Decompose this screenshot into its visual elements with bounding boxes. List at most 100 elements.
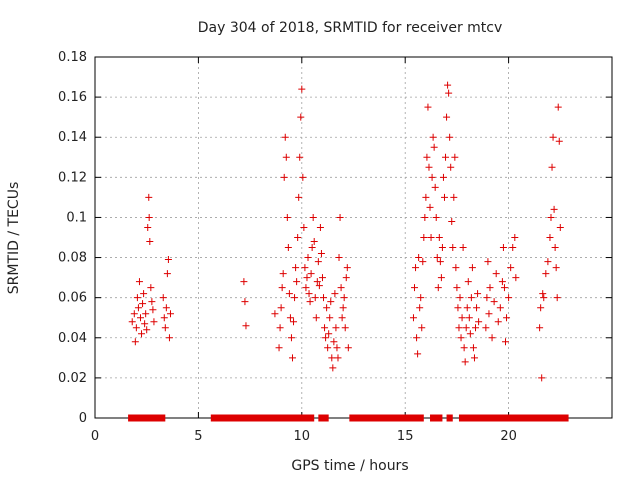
data-point — [286, 314, 294, 322]
data-point — [298, 85, 306, 93]
data-point — [458, 314, 466, 322]
data-point — [280, 173, 288, 181]
data-point — [310, 238, 318, 246]
data-point — [422, 193, 430, 201]
data-point — [278, 284, 286, 292]
data-point — [450, 193, 458, 201]
data-point — [461, 358, 469, 366]
data-point — [300, 223, 308, 231]
data-point — [148, 298, 156, 306]
data-point — [335, 254, 343, 262]
data-point — [336, 213, 344, 221]
data-point — [553, 294, 561, 302]
data-point — [271, 310, 279, 318]
y-tick-label: 0.18 — [58, 50, 87, 65]
data-point — [288, 354, 296, 362]
data-point — [134, 304, 142, 312]
data-point — [275, 344, 283, 352]
data-point — [554, 103, 562, 111]
data-point — [299, 173, 307, 181]
data-point — [309, 213, 317, 221]
data-point — [467, 294, 475, 302]
data-point — [302, 284, 310, 292]
data-point — [328, 354, 336, 362]
data-point — [290, 318, 298, 326]
x-tick-label: 0 — [91, 429, 99, 444]
data-point — [417, 294, 425, 302]
data-point — [307, 270, 315, 278]
data-point — [240, 278, 248, 286]
data-point — [341, 324, 349, 332]
data-point — [537, 304, 545, 312]
data-point — [277, 304, 285, 312]
data-point — [430, 143, 438, 151]
data-point — [546, 234, 554, 241]
y-tick-label: 0.14 — [58, 130, 87, 145]
axis-ticks — [94, 56, 612, 419]
data-point — [484, 258, 492, 266]
data-point — [165, 334, 173, 342]
data-point — [276, 324, 284, 332]
data-point — [411, 284, 419, 292]
data-point — [505, 294, 513, 302]
x-tick-label: 20 — [500, 429, 517, 444]
data-point — [482, 324, 490, 332]
data-point — [498, 278, 506, 286]
data-point — [538, 374, 546, 382]
plot-frame — [94, 56, 613, 419]
data-point — [432, 213, 440, 221]
data-point — [142, 310, 150, 318]
data-point — [465, 314, 473, 322]
data-point — [283, 213, 291, 221]
data-point — [291, 294, 299, 302]
y-tick-label: 0.08 — [58, 251, 87, 266]
data-point — [329, 364, 337, 372]
data-point — [547, 213, 555, 221]
data-point — [474, 290, 482, 298]
data-point — [490, 298, 498, 306]
data-point — [128, 318, 136, 326]
data-point — [147, 284, 155, 292]
data-point — [459, 244, 467, 252]
data-point — [304, 254, 312, 262]
data-point — [145, 193, 153, 201]
y-tick-label: 0.04 — [58, 331, 87, 346]
data-point — [327, 298, 335, 306]
data-point — [426, 203, 434, 211]
data-point — [339, 304, 347, 312]
data-point — [131, 338, 139, 346]
data-point — [340, 294, 348, 302]
data-point — [297, 113, 305, 121]
data-point — [468, 264, 476, 272]
data-point — [415, 254, 423, 262]
data-point — [333, 344, 341, 352]
data-point — [551, 244, 559, 252]
data-point — [162, 304, 170, 312]
y-tick-labels: 0 0.02 0.04 0.06 0.08 0.1 0.12 0.14 0.16 0.18 — [58, 50, 87, 426]
data-point — [421, 213, 429, 221]
data-point — [550, 205, 558, 213]
x-tick-labels: 0 5 10 15 20 — [91, 429, 517, 444]
data-point — [460, 344, 468, 352]
data-point — [439, 173, 447, 181]
data-point — [146, 238, 154, 246]
y-tick-label: 0.12 — [58, 170, 87, 185]
data-point — [321, 324, 329, 332]
data-point — [138, 330, 146, 338]
data-point — [301, 264, 309, 272]
data-point — [132, 324, 140, 332]
data-point — [512, 274, 520, 282]
data-point — [448, 217, 456, 225]
y-tick-label: 0.06 — [58, 291, 87, 306]
data-point — [536, 324, 544, 332]
data-point — [540, 294, 548, 302]
data-point — [332, 324, 340, 332]
data-point — [135, 278, 143, 286]
data-point — [418, 324, 426, 332]
data-point — [315, 282, 323, 290]
y-axis-label: SRMTID / TECUs — [6, 182, 22, 295]
data-point — [469, 344, 477, 352]
data-point — [413, 334, 421, 342]
data-point — [549, 133, 557, 141]
data-point — [424, 103, 432, 111]
